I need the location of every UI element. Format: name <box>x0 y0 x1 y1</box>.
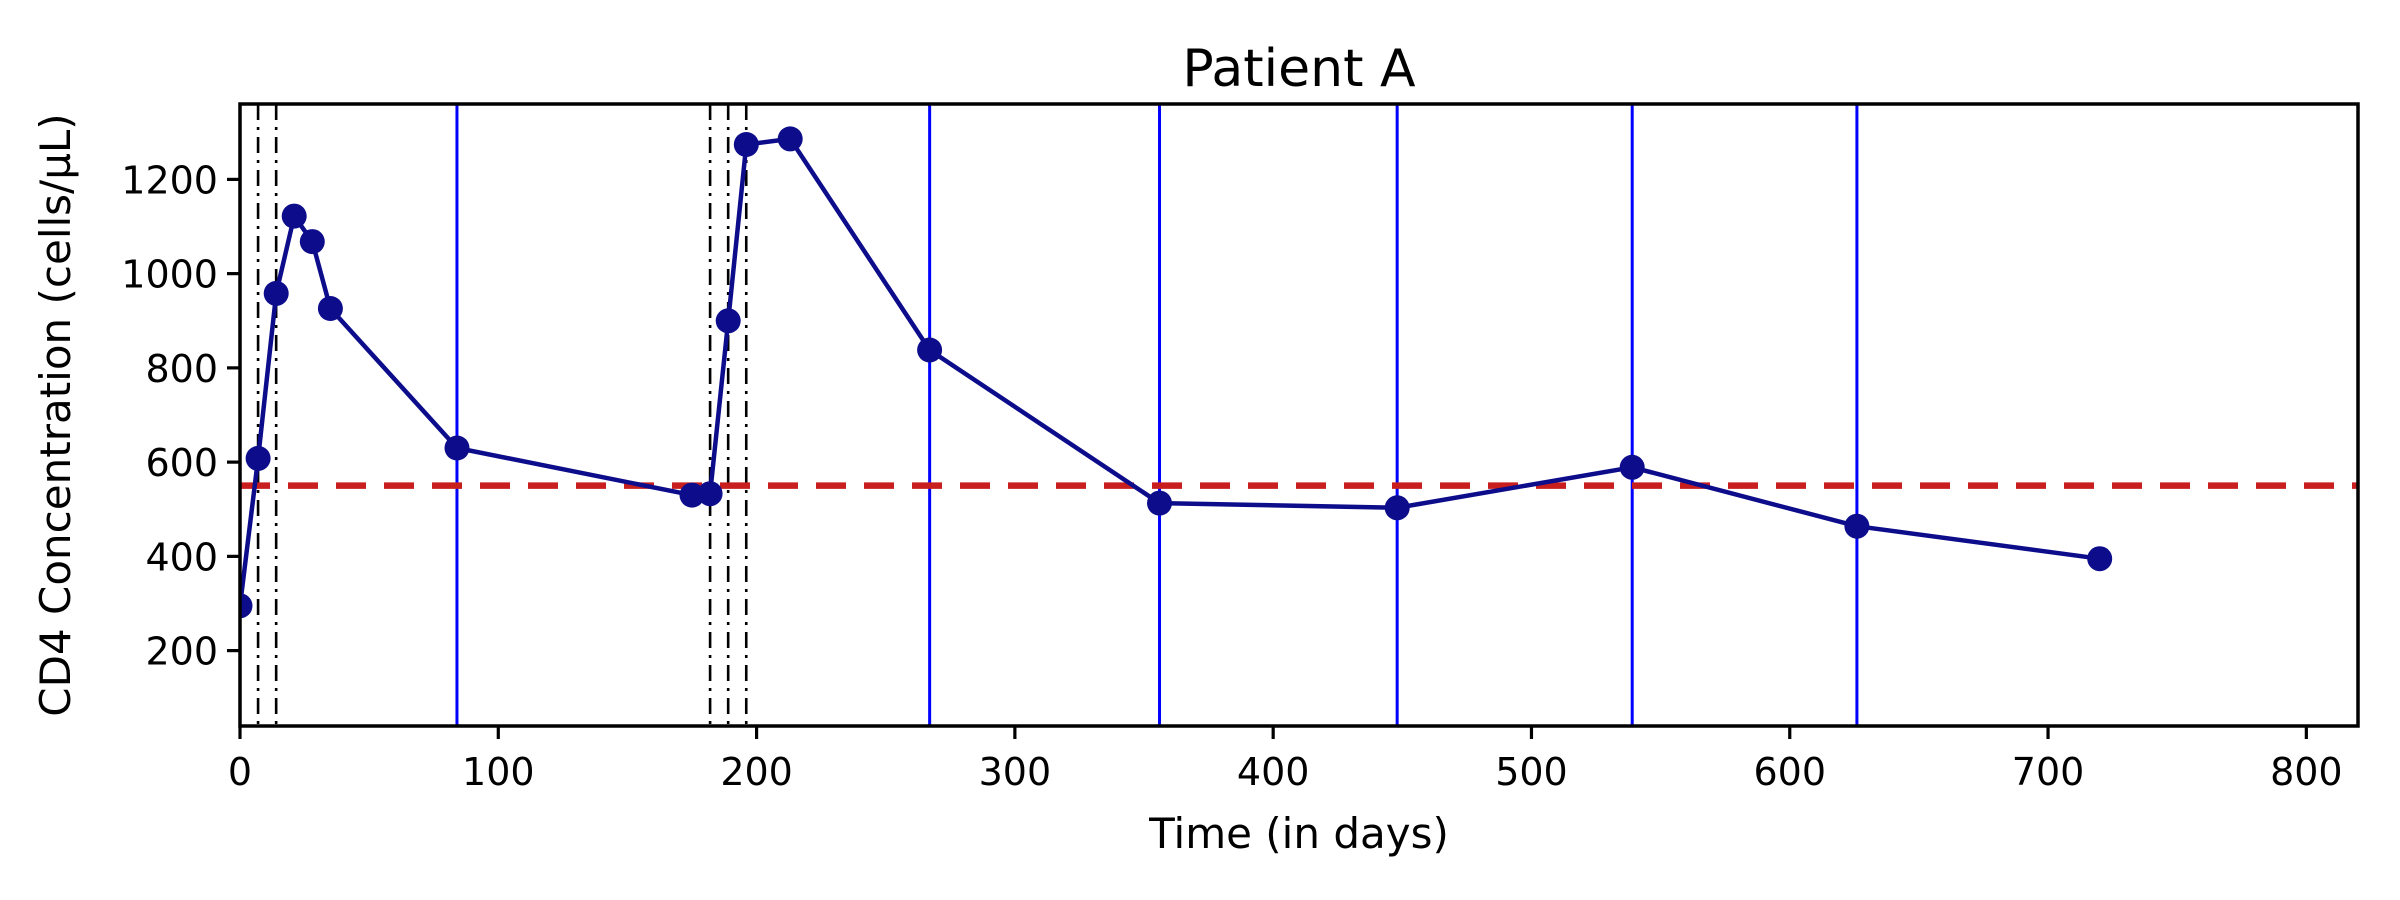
data-point <box>715 308 741 334</box>
data-point <box>697 481 723 507</box>
x-tick-label: 300 <box>979 750 1052 794</box>
data-point <box>917 337 943 363</box>
y-tick-label: 400 <box>145 535 218 579</box>
x-tick-label: 400 <box>1237 750 1310 794</box>
y-tick-label: 1000 <box>121 253 218 297</box>
plot-area: 0 100 200 300 400 500 600 700 800 200 400 600 800 100… <box>121 102 2360 794</box>
data-point <box>444 435 470 461</box>
x-tick-label: 500 <box>1495 750 1568 794</box>
axes-box <box>238 102 2360 728</box>
data-point <box>1619 454 1645 480</box>
x-tick-label: 200 <box>720 750 793 794</box>
y-axis-label: CD4 Concentration (cells/µL) <box>31 113 80 716</box>
y-tick-label: 1200 <box>121 158 218 202</box>
x-tick-label: 800 <box>2270 750 2343 794</box>
y-tick-label: 200 <box>145 630 218 674</box>
data-point <box>317 296 343 321</box>
data-point <box>1844 513 1870 539</box>
data-point <box>281 203 307 229</box>
data-point <box>733 132 759 157</box>
data-point <box>777 126 803 152</box>
data-point <box>1147 490 1172 516</box>
data-point <box>2087 546 2113 572</box>
data-point <box>1384 495 1410 521</box>
y-tick-label: 800 <box>145 347 218 391</box>
data-point <box>263 280 289 306</box>
x-tick-label: 100 <box>462 750 535 794</box>
cd4-series-line <box>240 136 2100 607</box>
y-tick-label: 600 <box>145 441 218 485</box>
x-tick-label: 700 <box>2012 750 2085 794</box>
data-point <box>679 482 705 508</box>
x-tick-label: 0 <box>228 750 252 794</box>
data-point <box>245 445 271 471</box>
x-axis-label: Time (in days) <box>1148 809 1449 858</box>
chart-title: Patient A <box>1182 39 1416 99</box>
x-tick-label: 600 <box>1753 750 1826 794</box>
data-point <box>240 593 253 619</box>
data-point <box>299 229 325 255</box>
